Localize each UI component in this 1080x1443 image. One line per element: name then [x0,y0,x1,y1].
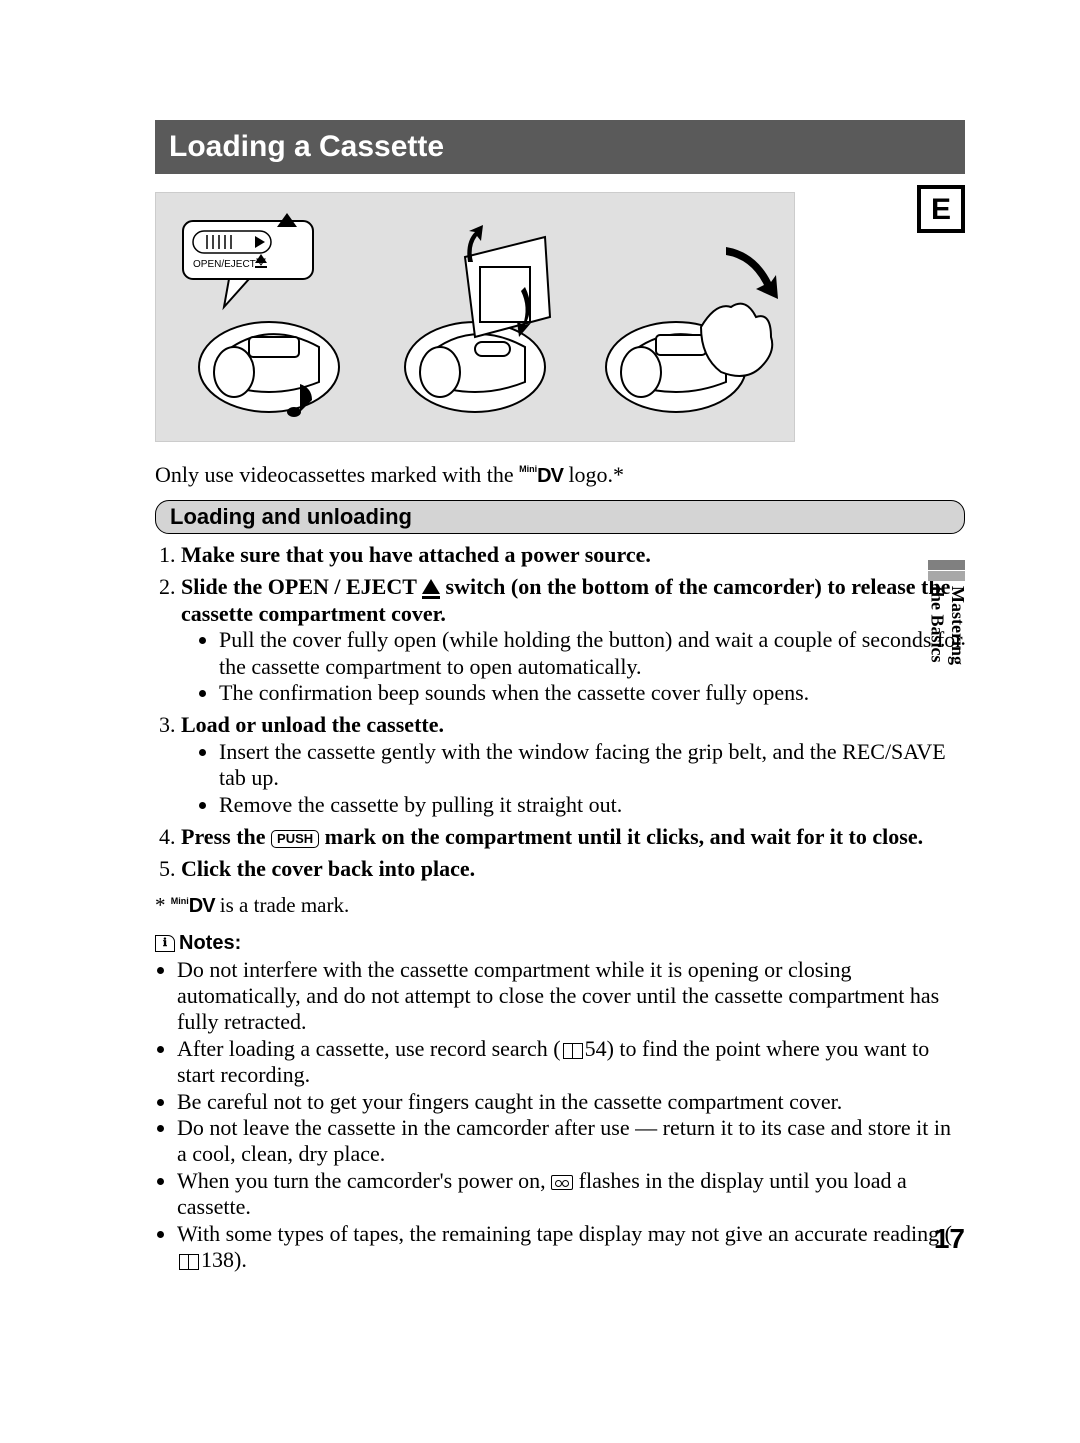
note-3: Be careful not to get your fingers caugh… [177,1089,965,1115]
minidv-logo: MiniDV [519,462,563,488]
subheading: Loading and unloading [155,500,965,534]
note-1: Do not interfere with the cassette compa… [177,957,965,1036]
step-2-bullet-2: The confirmation beep sounds when the ca… [219,680,965,706]
section-label: Mastering the Basics [927,586,968,665]
pageref-icon [563,1043,583,1059]
cassette-illustration: OPEN/EJECT [155,192,795,442]
steps-list: Make sure that you have attached a power… [155,542,965,883]
notes-heading: ℹNotes: [155,932,965,955]
page-number: 17 [934,1223,965,1255]
step-1: Make sure that you have attached a power… [181,542,965,568]
step-5: Click the cover back into place. [181,856,965,882]
cassette-icon [551,1175,573,1190]
illustration-step-2 [375,207,575,427]
language-tab: E [917,185,965,233]
trademark-note: * MiniDV is a trade mark. [155,893,965,918]
step-3-bullet-1: Insert the cassette gently with the wind… [219,739,965,792]
note-2: After loading a cassette, use record sea… [177,1036,965,1089]
illustration-step-1: OPEN/EJECT [169,207,369,427]
note-6: With some types of tapes, the remaining … [177,1221,965,1274]
illustration-step-3 [581,207,781,427]
step-4: Press the PUSH mark on the compartment u… [181,824,965,850]
pageref-icon [179,1254,199,1270]
step-3: Load or unload the cassette. Insert the … [181,712,965,818]
intro-text: Only use videocassettes marked with the … [155,462,965,488]
eject-icon [422,579,440,594]
push-icon: PUSH [271,830,319,848]
step-3-bullet-2: Remove the cassette by pulling it straig… [219,792,965,818]
section-indicator-bars [928,560,965,581]
notes-icon: ℹ [155,935,175,952]
step-2-bullet-1: Pull the cover fully open (while holding… [219,627,965,680]
step-2: Slide the OPEN / EJECT switch (on the bo… [181,574,965,706]
open-eject-label: OPEN/EJECT [193,259,256,270]
note-4: Do not leave the cassette in the camcord… [177,1115,965,1168]
page-title: Loading a Cassette [155,120,965,174]
note-5: When you turn the camcorder's power on, … [177,1168,965,1221]
notes-list: Do not interfere with the cassette compa… [155,957,965,1274]
